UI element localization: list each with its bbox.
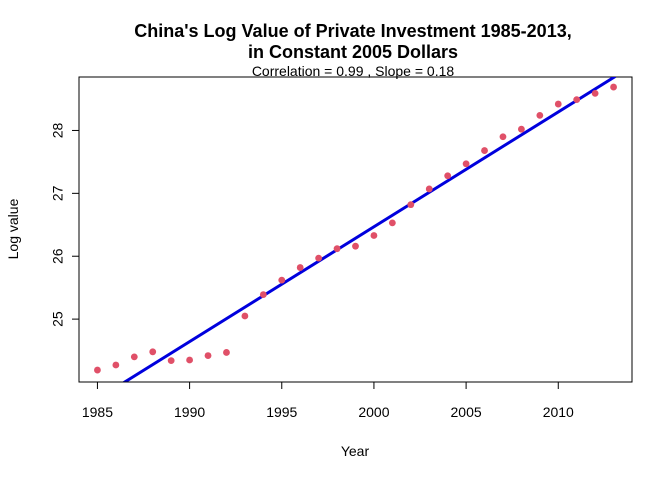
data-point [352, 242, 359, 250]
data-point [591, 89, 599, 97]
x-tick-label: 1995 [266, 404, 297, 420]
x-axis-label: Year [341, 443, 370, 459]
data-point [149, 348, 157, 356]
data-point [425, 185, 433, 193]
data-point [444, 172, 452, 180]
data-point [499, 133, 507, 141]
data-point [130, 353, 138, 361]
data-point [94, 366, 101, 374]
data-point [296, 264, 304, 271]
data-point [573, 96, 581, 104]
chart-title-line-1: China's Log Value of Private Investment … [134, 21, 571, 41]
chart-subtitle: Correlation = 0.99 , Slope = 0.18 [252, 63, 455, 79]
x-tick-label: 2000 [358, 404, 389, 420]
data-point [536, 111, 544, 119]
chart-title-line-2: in Constant 2005 Dollars [248, 42, 458, 62]
data-point [223, 349, 230, 356]
data-point [259, 291, 267, 298]
data-point [370, 232, 378, 239]
data-point [518, 125, 525, 133]
data-point [462, 160, 470, 168]
x-tick-label: 2010 [543, 404, 574, 420]
data-point [112, 361, 120, 369]
data-point [167, 357, 175, 365]
data-point [481, 147, 488, 154]
x-tick-label: 2005 [451, 404, 482, 420]
data-point [186, 356, 194, 364]
data-point [241, 312, 249, 320]
data-point [554, 100, 562, 108]
x-tick-label: 1990 [174, 404, 205, 420]
y-tick-label: 27 [50, 185, 66, 201]
y-tick-label: 28 [50, 122, 66, 138]
data-point [333, 245, 341, 253]
y-axis-label: Log value [5, 198, 21, 259]
data-point [278, 276, 286, 284]
plot-area-border [78, 76, 633, 383]
data-point [388, 219, 396, 227]
y-tick-label: 26 [50, 248, 66, 264]
data-point [407, 201, 415, 209]
y-tick-label: 25 [50, 311, 66, 327]
regression-line [121, 77, 617, 382]
data-point [204, 352, 212, 359]
data-point [315, 254, 323, 262]
data-point [610, 83, 617, 91]
x-tick-label: 1985 [82, 404, 113, 420]
